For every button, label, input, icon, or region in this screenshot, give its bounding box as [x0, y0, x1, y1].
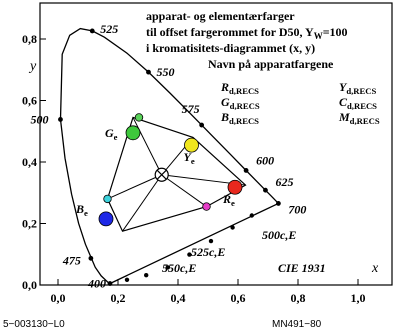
wavelength-marker	[199, 122, 205, 128]
color-point	[98, 211, 114, 227]
chart-texts: apparat- og elementærfarger til offset f…	[3, 9, 379, 330]
y-tick-label: 0,0	[22, 278, 37, 292]
title-yw-sub: W	[314, 31, 323, 41]
purple-label: 500c,E	[262, 228, 296, 242]
y-tick-label: 0,4	[22, 155, 37, 169]
legend-entry-M: Md,RECS	[338, 110, 380, 126]
white-point-ray	[107, 174, 162, 200]
white-point-ray	[122, 174, 163, 232]
wavelength-marker	[89, 28, 95, 34]
point-label-R-sub: e	[231, 198, 235, 208]
title-line-4: Navn på apparatfargene	[208, 57, 334, 71]
legend-entry-G: Gd,RECS	[221, 95, 260, 111]
wavelength-marker	[263, 187, 268, 193]
legend-entry-Y: Yd,RECS	[339, 80, 377, 96]
plot-frame	[39, 2, 393, 286]
x-tick-label: 0,4	[171, 291, 186, 305]
title-line-1: apparat- og elementærfarger	[146, 9, 295, 23]
legend-entry-C: Cd,RECS	[339, 95, 377, 111]
legend-entry-R-main: R	[220, 80, 229, 94]
purple-label: 550c,E	[162, 261, 196, 275]
point-label-Y-main: Y	[184, 150, 193, 164]
x-tick-label: 0,2	[111, 291, 126, 305]
wavelength-label-575: 575	[182, 102, 200, 116]
white-point-ray	[161, 174, 207, 207]
wavelength-label-550: 550	[156, 65, 174, 79]
y-tick-label: 0,6	[22, 94, 37, 108]
x-tick-label: 0,6	[231, 291, 246, 305]
footer-left: 5−003130−L0	[3, 319, 65, 330]
point-label-G-main: G	[105, 126, 114, 140]
wavelength-marker	[146, 69, 151, 75]
wavelength-marker	[243, 168, 249, 173]
color-point	[202, 202, 211, 211]
title-yw-value: =100	[323, 25, 348, 39]
color-point	[134, 113, 144, 122]
wavelength-marker	[58, 117, 63, 122]
purple-line-marker	[249, 213, 254, 218]
purple-line-marker	[187, 252, 192, 257]
spectral-locus-curve	[59, 27, 280, 285]
x-axis-label: x	[371, 261, 379, 276]
legend-entry-B-sub: d,RECS	[229, 116, 259, 126]
wavelength-label-700: 700	[288, 202, 306, 216]
point-label-B: Be	[75, 202, 88, 218]
axes: 0,0 0,2 0,4 0,6 0,8 1,0 0,0 0,2 0,4 0,6 0,8	[22, 32, 366, 305]
legend-entry-R: Rd,RECS	[220, 80, 259, 96]
wavelength-marker	[107, 281, 113, 286]
white-point-cross-b	[156, 169, 167, 180]
legend-entry-B: Bd,RECS	[220, 110, 259, 126]
point-label-R-main: R	[222, 192, 231, 206]
white-point-ray	[132, 117, 163, 175]
purple-label: 525c,E	[191, 245, 225, 259]
legend-entry-G-sub: d,RECS	[230, 101, 260, 111]
wavelength-label-600: 600	[256, 153, 274, 167]
point-label-B-main: B	[75, 202, 84, 216]
wavelength-label-525: 525	[100, 22, 118, 36]
legend-entry-C-sub: d,RECS	[347, 101, 377, 111]
y-tick-label: 0,8	[22, 32, 37, 46]
purple-line-marker	[124, 277, 130, 282]
point-label-G-sub: e	[114, 132, 118, 142]
wavelength-marker	[276, 201, 281, 206]
x-tick-label: 1,0	[351, 291, 366, 305]
title-line-2: til offset fargerommet for D50, YW=100	[146, 25, 348, 41]
wavelength-label-625: 625	[275, 175, 293, 189]
wavelength-label-500: 500	[30, 112, 48, 126]
legend-entry-B-main: B	[220, 110, 229, 124]
footer-right: MN491−80	[272, 319, 322, 330]
color-point	[125, 125, 141, 141]
y-axis-label: y	[28, 59, 37, 74]
purple-line-marker	[208, 238, 214, 244]
wavelength-label-475: 475	[62, 253, 81, 267]
legend-entry-M-main: M	[338, 110, 350, 124]
cie-annotation: CIE 1931	[278, 261, 326, 275]
point-label-Y: Ye	[184, 150, 195, 166]
point-label-Y-sub: e	[191, 156, 195, 166]
legend-entry-Y-main: Y	[339, 80, 348, 94]
color-point	[227, 179, 243, 195]
color-point	[103, 194, 112, 204]
point-label-B-sub: e	[84, 208, 88, 218]
purple-line-marker	[144, 272, 149, 278]
legend-entry-G-main: G	[221, 95, 230, 109]
legend-entry-Y-sub: d,RECS	[346, 86, 376, 96]
x-tick-label: 0,8	[291, 291, 306, 305]
legend-entry-C-main: C	[339, 95, 348, 109]
point-label-G: Ge	[105, 126, 118, 142]
x-tick-label: 0,0	[51, 291, 66, 305]
purple-line-marker	[230, 225, 235, 230]
legend-entry-R-sub: d,RECS	[229, 86, 259, 96]
legend-entry-M-sub: d,RECS	[350, 116, 380, 126]
y-tick-label: 0,2	[22, 217, 37, 231]
title-line-3: i kromatisitets-diagrammet (x, y)	[146, 41, 315, 55]
color-point	[184, 137, 199, 153]
wavelength-label-400: 400	[87, 277, 106, 291]
point-label-R: Re	[222, 192, 235, 208]
wavelength-marker	[88, 255, 94, 261]
purple-line-marker	[165, 265, 170, 270]
